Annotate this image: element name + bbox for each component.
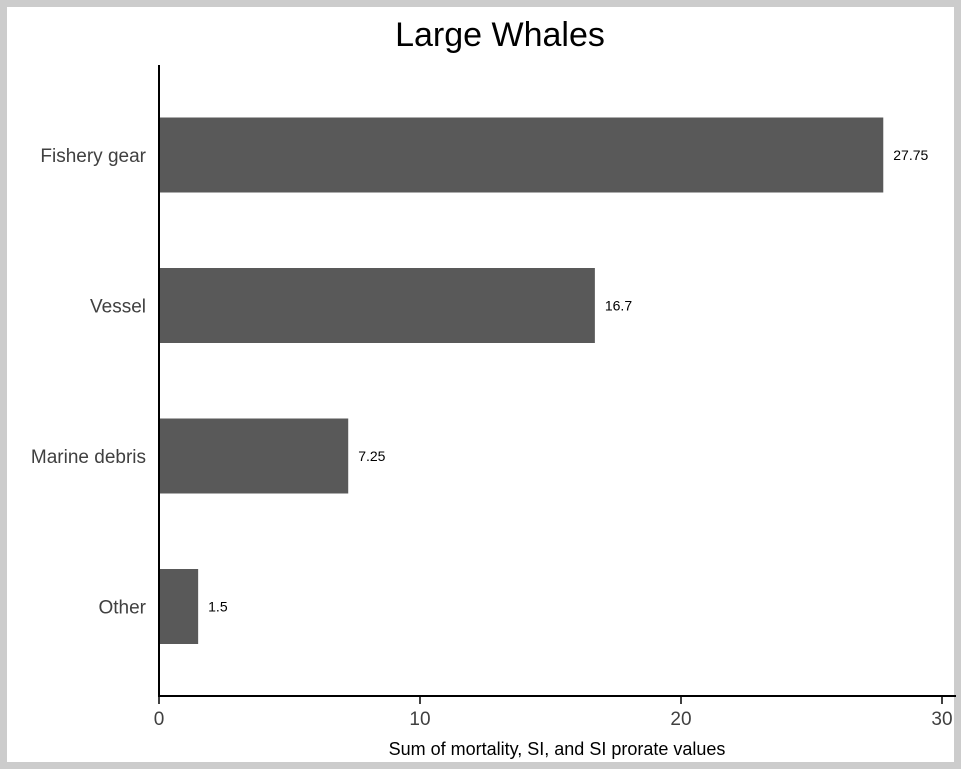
category-label-fishery-gear: Fishery gear (40, 146, 146, 167)
x-axis-title: Sum of mortality, SI, and SI prorate val… (389, 739, 726, 759)
x-axis-ticks: 0 10 20 30 (154, 696, 953, 730)
category-label-vessel: Vessel (90, 297, 146, 318)
category-labels: Fishery gear Vessel Marine debris Other (31, 146, 147, 619)
bar-marine-debris (159, 418, 349, 494)
x-tick-label-10: 10 (409, 709, 430, 730)
category-label-other: Other (98, 598, 146, 619)
data-labels: 27.75 16.7 7.25 1.5 (208, 147, 928, 615)
x-tick-label-20: 20 (670, 709, 691, 730)
chart-title: Large Whales (395, 16, 605, 54)
x-tick-label-0: 0 (154, 709, 165, 730)
data-label-marine-debris: 7.25 (358, 448, 385, 464)
bar-fishery-gear (159, 117, 884, 193)
bar-vessel (159, 268, 595, 343)
x-tick-label-30: 30 (931, 709, 952, 730)
data-label-other: 1.5 (208, 599, 228, 615)
bars-group (159, 117, 884, 644)
bar-other (159, 569, 199, 644)
category-label-marine-debris: Marine debris (31, 447, 146, 468)
data-label-vessel: 16.7 (605, 298, 632, 314)
data-label-fishery-gear: 27.75 (893, 147, 928, 163)
